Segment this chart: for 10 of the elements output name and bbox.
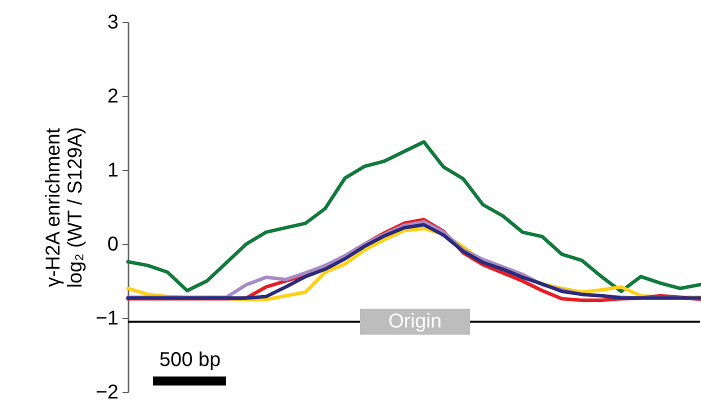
y-tick-label: 1 xyxy=(107,160,118,182)
y-tick-label: 2 xyxy=(107,86,118,108)
line-series xyxy=(126,140,701,294)
y-tick-label: 0 xyxy=(107,234,118,256)
y-axis-title: γ-H2A enrichment log₂ (WT / S129A) xyxy=(42,127,87,288)
y-tick-label: −2 xyxy=(96,382,118,404)
y-tick-label: 3 xyxy=(107,12,118,34)
annotation: Origin xyxy=(388,310,442,333)
annotation: 500 bp xyxy=(159,349,221,371)
y-tick-label: −1 xyxy=(96,308,118,330)
